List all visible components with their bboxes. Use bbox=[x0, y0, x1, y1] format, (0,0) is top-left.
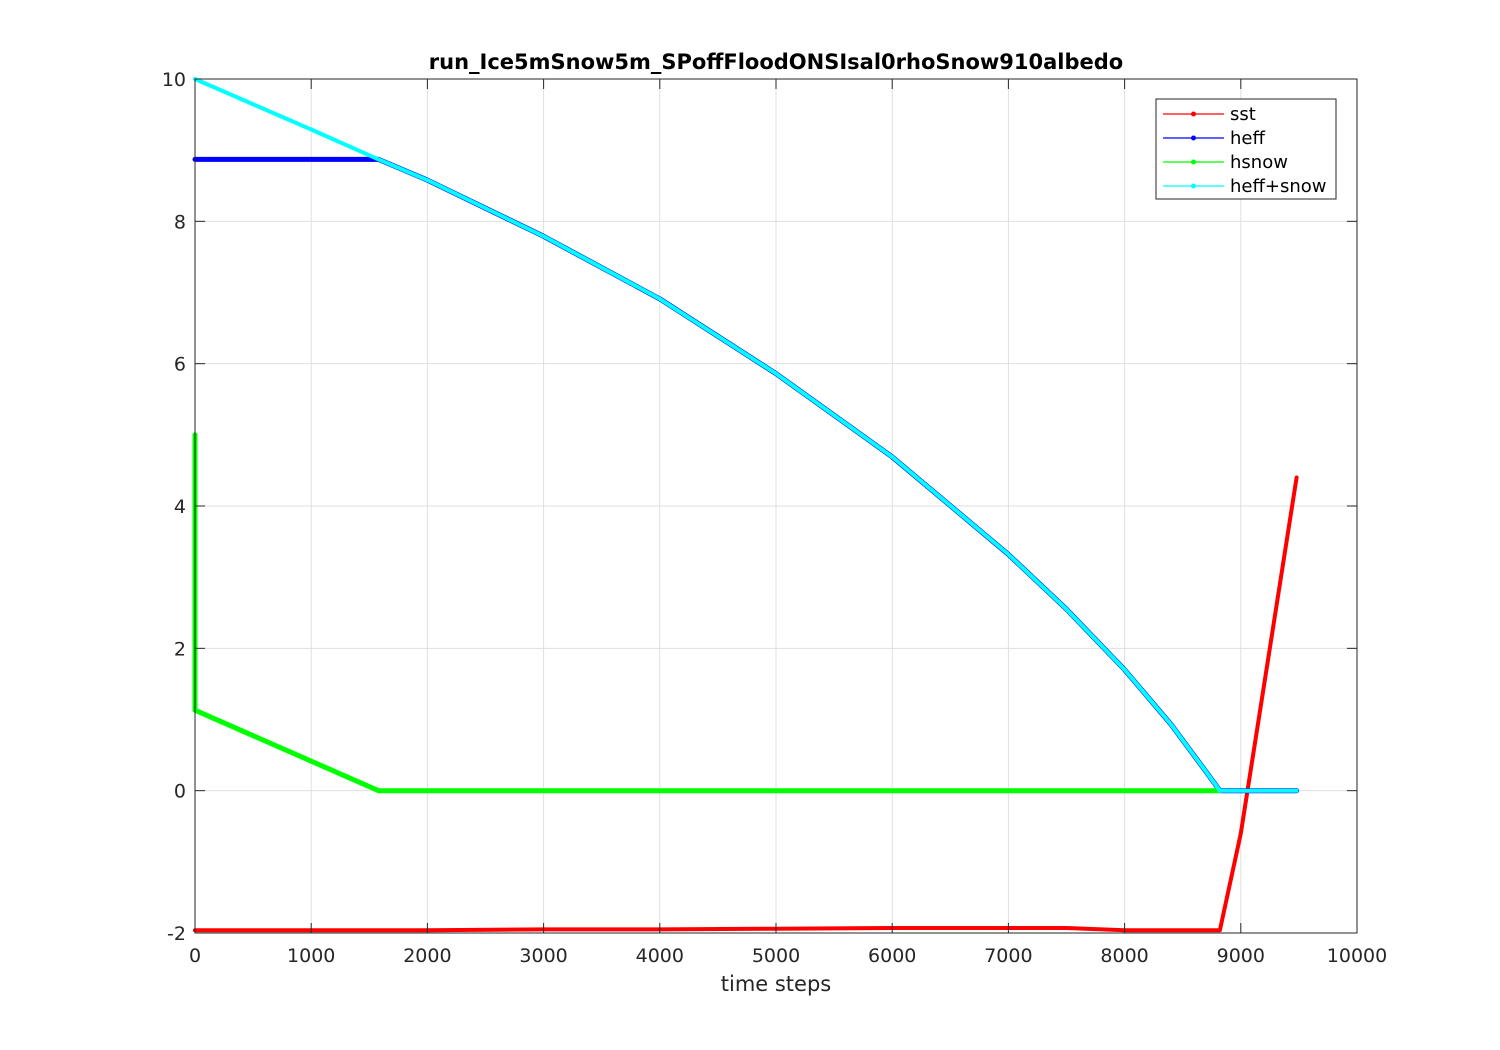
legend: sst heff hsnow heff+snow bbox=[1155, 98, 1337, 200]
legend-marker-hsnow bbox=[1191, 159, 1196, 165]
x-tick-label: 2000 bbox=[403, 945, 451, 967]
y-tick-label: 0 bbox=[174, 781, 186, 803]
x-tick-label: 0 bbox=[189, 945, 201, 967]
series-line-heff-snow bbox=[193, 77, 1299, 793]
legend-label-heff-snow: heff+snow bbox=[1230, 176, 1327, 197]
x-tick-label: 3000 bbox=[519, 945, 567, 967]
legend-box bbox=[1155, 98, 1337, 200]
series-lines bbox=[192, 77, 1300, 933]
axis-ticks: 0 1000 2000 3000 4000 5000 6000 7000 8000 9000 100… bbox=[162, 69, 1387, 967]
y-tick-label: -2 bbox=[167, 923, 186, 945]
x-tick-label: 6000 bbox=[868, 945, 916, 967]
x-tick-label: 5000 bbox=[752, 945, 800, 967]
legend-label-sst: sst bbox=[1230, 104, 1256, 125]
x-tick-label: 1000 bbox=[287, 945, 335, 967]
legend-marker-heff bbox=[1191, 135, 1196, 141]
legend-marker-heff-snow bbox=[1191, 183, 1196, 189]
legend-label-heff: heff bbox=[1230, 128, 1265, 149]
y-tick-label: 6 bbox=[174, 354, 186, 376]
x-tick-label: 9000 bbox=[1217, 945, 1265, 967]
chart-title: run_Ice5mSnow5m_SPoffFloodONSIsal0rhoSno… bbox=[429, 50, 1123, 74]
series-line-sst bbox=[193, 475, 1299, 933]
x-tick-label: 4000 bbox=[636, 945, 684, 967]
y-tick-label: 2 bbox=[174, 638, 186, 660]
y-tick-label: 4 bbox=[174, 496, 186, 518]
x-tick-label: 10000 bbox=[1327, 945, 1387, 967]
y-tick-label: 8 bbox=[174, 211, 186, 233]
x-tick-label: 7000 bbox=[984, 945, 1032, 967]
series-line-heff bbox=[192, 156, 1300, 794]
legend-marker-sst bbox=[1191, 111, 1196, 117]
series-line-hsnow bbox=[192, 432, 1223, 794]
grid-lines bbox=[194, 78, 1358, 934]
x-axis-label: time steps bbox=[721, 972, 832, 996]
x-tick-label: 8000 bbox=[1100, 945, 1148, 967]
legend-label-hsnow: hsnow bbox=[1230, 152, 1288, 173]
y-tick-label: 10 bbox=[162, 69, 186, 91]
